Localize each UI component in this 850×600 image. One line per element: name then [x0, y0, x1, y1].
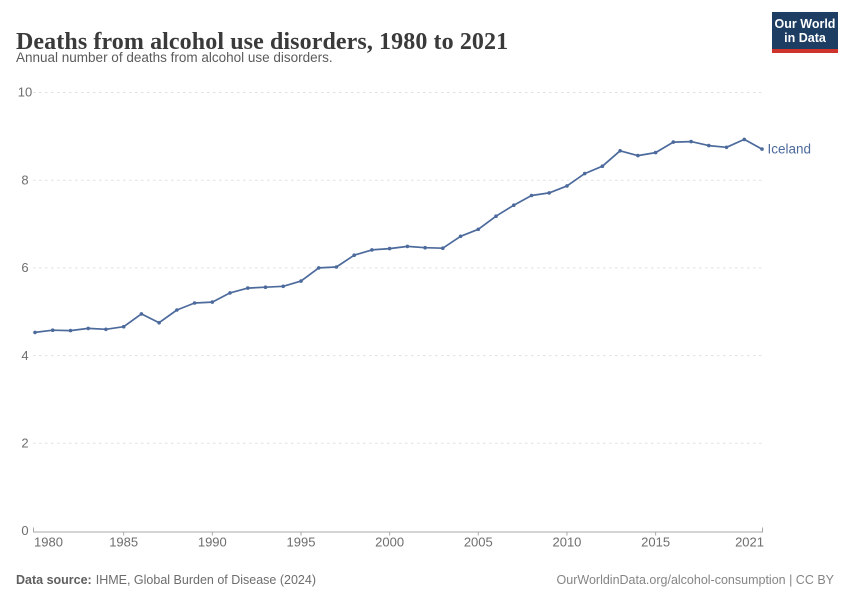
data-point[interactable] [724, 145, 729, 150]
y-axis-labels: 0 2 4 6 8 10 [18, 85, 32, 539]
data-point[interactable] [139, 312, 144, 316]
data-point[interactable] [157, 320, 161, 325]
x-tick-label: 2010 [552, 535, 581, 550]
data-point[interactable] [653, 150, 658, 155]
x-axis-labels: 1980 1985 1990 1995 2000 2005 2010 2015 2021 [34, 535, 764, 550]
data-point[interactable] [618, 149, 622, 153]
data-source: Data source: IHME, Global Burden of Disea… [16, 573, 316, 587]
data-point[interactable] [352, 253, 357, 257]
data-point[interactable] [742, 137, 747, 142]
data-point[interactable] [707, 143, 711, 148]
data-point[interactable] [760, 147, 764, 151]
data-point[interactable] [246, 286, 250, 290]
data-point[interactable] [405, 244, 410, 249]
x-tick-label: 2005 [464, 535, 493, 550]
credit-link[interactable]: OurWorldinData.org/alcohol-consumption |… [556, 573, 834, 587]
data-point[interactable] [370, 248, 374, 252]
y-tick-label: 10 [18, 85, 32, 100]
y-tick-label: 0 [21, 523, 28, 538]
page-title: Deaths from alcohol use disorders, 1980 … [16, 29, 509, 56]
data-point[interactable] [547, 191, 551, 195]
data-point[interactable] [33, 330, 37, 335]
x-tick-label: 1985 [109, 535, 138, 550]
x-tick-label: 2021 [735, 535, 764, 550]
data-point[interactable] [512, 203, 516, 207]
data-point[interactable] [86, 326, 90, 331]
data-point[interactable] [689, 139, 693, 144]
x-axis [33, 527, 763, 536]
series-line-iceland[interactable] [34, 138, 763, 334]
owid-logo[interactable]: Our World in Data [772, 12, 838, 53]
data-point[interactable] [192, 301, 197, 305]
data-point[interactable] [175, 308, 179, 312]
data-point[interactable] [281, 284, 286, 289]
data-source-value: IHME, Global Burden of Disease (2024) [95, 573, 316, 587]
data-point[interactable] [334, 265, 339, 269]
data-point[interactable] [458, 234, 463, 239]
series-points-iceland [33, 137, 764, 335]
data-point[interactable] [228, 291, 232, 295]
data-point[interactable] [423, 245, 427, 250]
data-point[interactable] [529, 193, 534, 198]
data-point[interactable] [50, 328, 55, 333]
data-point[interactable] [316, 266, 321, 270]
y-tick-label: 4 [21, 348, 28, 363]
y-tick-label: 6 [21, 260, 28, 275]
owid-logo-line2: in Data [784, 30, 826, 45]
data-point[interactable] [121, 324, 126, 329]
y-tick-label: 8 [21, 172, 28, 187]
owid-logo-line1: Our World [774, 16, 836, 31]
series-end-label[interactable]: Iceland [768, 141, 812, 156]
data-point[interactable] [263, 285, 268, 290]
data-point[interactable] [600, 164, 605, 168]
data-point[interactable] [494, 214, 498, 218]
data-point[interactable] [441, 246, 445, 250]
data-point[interactable] [565, 184, 569, 188]
data-point[interactable] [68, 328, 73, 333]
x-tick-label: 1995 [287, 535, 316, 550]
x-tick-label: 2015 [641, 535, 670, 550]
data-point[interactable] [210, 300, 215, 304]
chart-footer: Data source: IHME, Global Burden of Disea… [16, 573, 834, 587]
data-point[interactable] [476, 227, 481, 232]
y-gridlines [33, 92, 763, 444]
data-point[interactable] [299, 279, 303, 283]
data-point[interactable] [387, 246, 392, 251]
y-tick-label: 2 [21, 436, 28, 451]
x-tick-label: 2000 [375, 535, 404, 550]
x-tick-label: 1980 [34, 535, 63, 550]
chart-subtitle: Annual number of deaths from alcohol use… [16, 50, 333, 65]
data-point[interactable] [104, 327, 108, 332]
data-source-label: Data source: [16, 573, 92, 587]
data-point[interactable] [671, 140, 676, 144]
data-point[interactable] [636, 153, 640, 158]
data-point[interactable] [582, 171, 587, 176]
x-tick-label: 1990 [198, 535, 227, 550]
